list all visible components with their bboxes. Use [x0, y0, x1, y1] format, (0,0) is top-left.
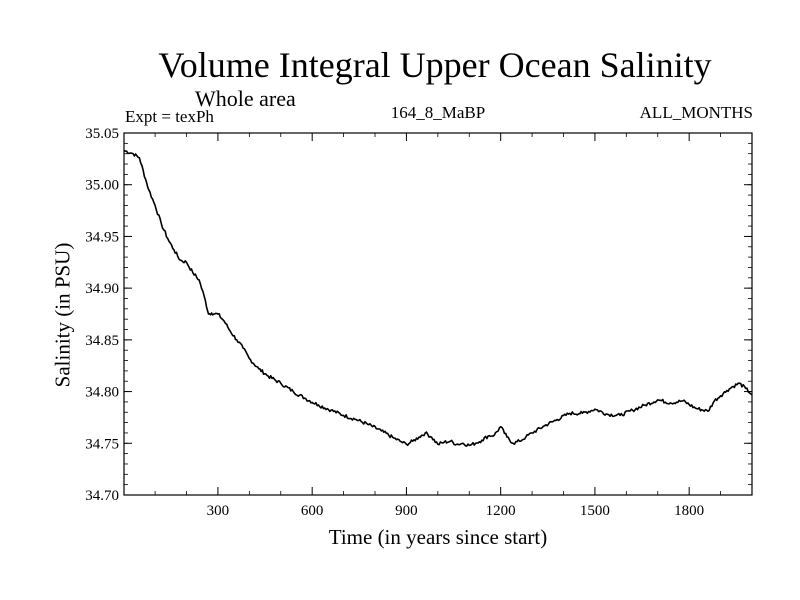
axis-tick-labels: 34.70 34.75 34.80 34.85 34.90 34.95 35.00 35.05…: [85, 126, 704, 519]
x-tick-label: 1800: [674, 503, 704, 519]
case-label: 164_8_MaBP: [390, 103, 486, 122]
x-tick-label: 300: [207, 503, 230, 519]
x-tick-label: 600: [301, 503, 324, 519]
y-tick-label: 34.95: [85, 229, 119, 245]
months-label: ALL_MONTHS: [639, 103, 753, 122]
x-tick-label: 1200: [486, 503, 516, 519]
x-tick-label: 1500: [580, 503, 610, 519]
y-tick-label: 35.05: [85, 126, 119, 142]
y-tick-label: 35.00: [85, 178, 119, 194]
axis-ticks: [124, 132, 752, 496]
x-axis-label: Time (in years since start): [328, 525, 548, 549]
y-tick-label: 34.85: [85, 333, 119, 349]
chart-title: Volume Integral Upper Ocean Salinity: [158, 45, 712, 85]
y-tick-label: 34.80: [85, 385, 119, 401]
series-layer: [123, 149, 753, 447]
series-line: [123, 149, 753, 447]
y-tick-label: 34.75: [85, 436, 119, 452]
experiment-label: Expt = texPh: [125, 107, 214, 126]
y-tick-label: 34.90: [85, 281, 119, 297]
x-tick-label: 900: [395, 503, 418, 519]
y-tick-label: 34.70: [85, 488, 119, 504]
chart-subtitle: Whole area: [195, 86, 296, 111]
